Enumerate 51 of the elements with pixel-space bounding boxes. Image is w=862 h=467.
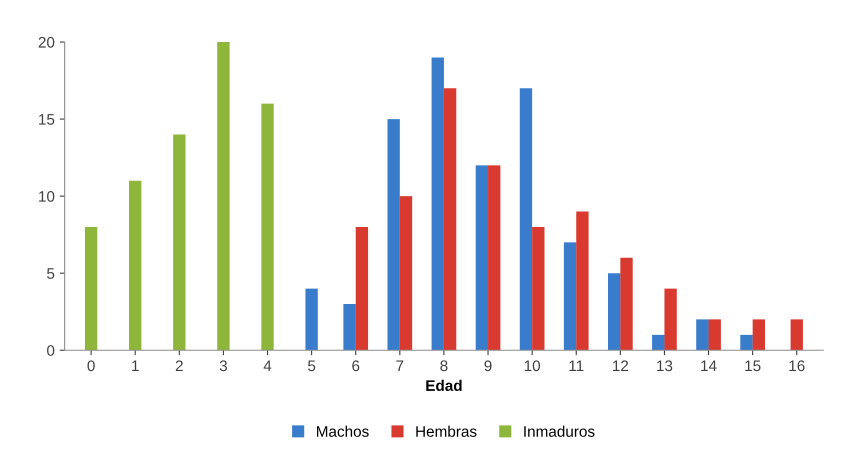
bar [664,288,677,350]
y-tick-label: 15 [39,114,54,125]
x-tick-label: 10 [524,360,540,372]
bar [740,334,753,350]
y-tick-label: 5 [47,268,54,279]
x-tick-label: 9 [484,360,492,372]
bar [564,242,576,350]
bar [520,88,532,350]
x-tick-label: 5 [308,360,316,372]
bar [696,319,709,350]
bar [261,104,274,350]
bar [387,119,400,350]
bar [576,212,589,350]
x-tick-label: 11 [569,360,584,372]
bar [532,226,544,350]
x-tick-label: 7 [396,360,404,372]
x-tick-label: 8 [440,360,448,372]
bar [652,334,664,350]
bar [173,134,186,350]
legend-label: Machos [316,426,369,437]
bar [708,319,721,350]
bar [752,319,765,350]
bar [476,165,488,350]
x-tick-label: 4 [264,360,272,372]
bar [620,258,633,350]
bar [608,273,620,350]
x-tick-label: 6 [352,360,360,372]
bar [488,165,500,350]
legend-label: Hembras [416,426,476,437]
x-axis-title: Edad [426,380,462,391]
bar [400,196,412,350]
y-tick-label: 20 [38,36,54,48]
x-tick-label: 2 [176,360,183,372]
y-tick-label: 10 [39,191,54,202]
x-tick-label: 16 [789,360,805,372]
x-tick-label: 15 [745,360,761,372]
x-tick-label: 1 [132,360,139,372]
bar [444,88,456,350]
x-tick-label: 13 [657,360,672,372]
bar [217,42,230,350]
y-tick-label: 0 [47,345,54,356]
bar [343,304,356,350]
bar [356,226,368,350]
legend-label: Inmaduros [524,426,594,437]
x-tick-label: 0 [87,360,95,372]
bar [432,57,444,350]
bar [84,226,98,350]
x-tick-label: 14 [701,360,717,372]
bar [129,180,142,350]
x-tick-label: 3 [220,360,227,372]
x-tick-label: 12 [613,360,628,372]
